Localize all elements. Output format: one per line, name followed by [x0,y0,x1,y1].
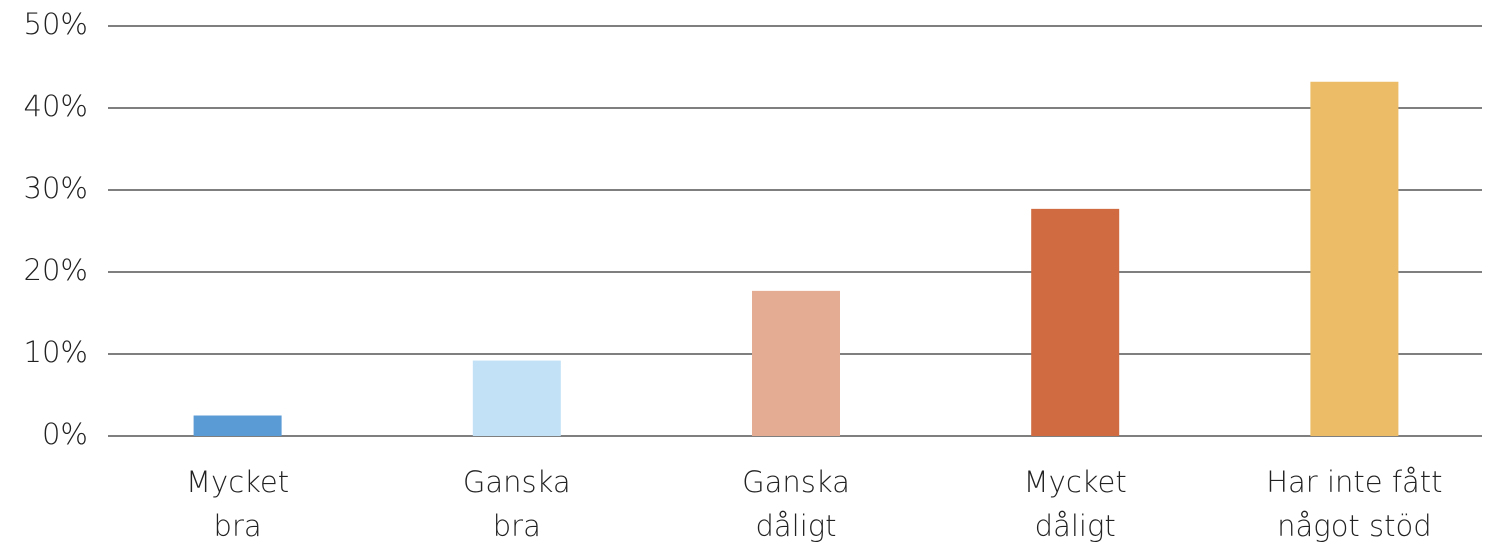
y-tick-label: 20% [24,253,88,287]
y-tick-label: 40% [24,89,88,123]
x-tick-label: Mycket [1024,465,1127,499]
bar [1031,208,1120,436]
bar [752,290,840,436]
x-tick-label: Mycket [186,465,289,499]
x-tick-label: Ganska [463,465,571,499]
x-tick-label: något stöd [1277,509,1432,543]
x-tick-label: Har inte fått [1266,465,1442,499]
bar [1310,81,1399,436]
bar [193,415,282,436]
y-tick-label: 30% [24,171,88,205]
x-tick-label: bra [493,509,541,543]
x-tick-label: dåligt [1035,509,1116,543]
y-tick-label: 50% [24,7,88,41]
x-tick-label: bra [214,509,262,543]
x-tick-label: dåligt [755,509,836,543]
y-tick-label: 0% [42,417,88,451]
y-tick-label: 10% [24,335,88,369]
x-tick-label: Ganska [742,465,850,499]
bar [472,360,561,436]
